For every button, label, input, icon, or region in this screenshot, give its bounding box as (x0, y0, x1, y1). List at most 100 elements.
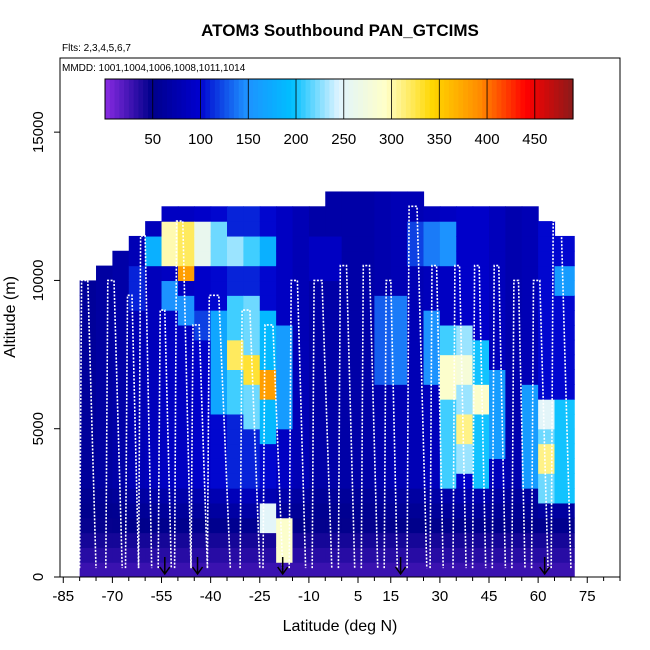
heatmap-cell (292, 443, 310, 459)
colorbar-segment (353, 79, 359, 119)
heatmap-cell (161, 265, 179, 282)
heatmap-cell (128, 250, 146, 267)
heatmap-cell (227, 562, 244, 577)
heatmap-cell (210, 295, 228, 311)
heatmap-cell (128, 324, 146, 341)
colorbar-segment (568, 79, 574, 119)
heatmap-cell (210, 517, 228, 534)
heatmap-cell (145, 250, 163, 267)
heatmap-cell (145, 547, 163, 563)
heatmap-cell (259, 473, 277, 489)
heatmap-cell (308, 295, 326, 311)
heatmap-cell (259, 280, 277, 296)
heatmap-cell (325, 547, 343, 563)
heatmap-cell (177, 310, 195, 326)
heatmap-cell (325, 280, 343, 296)
heatmap-cell (505, 250, 523, 267)
heatmap-cell (177, 443, 195, 459)
heatmap-cell (472, 413, 490, 430)
heatmap-cell (374, 458, 392, 474)
heatmap-cell (243, 206, 261, 222)
heatmap-cell (390, 428, 408, 445)
colorbar-segment (405, 79, 412, 119)
heatmap-cell (96, 562, 113, 577)
heatmap-cell (538, 235, 556, 252)
flight-profile-line (471, 264, 487, 569)
heatmap-cell (505, 280, 523, 296)
heatmap-cell (390, 532, 408, 548)
plot-frame (59, 57, 621, 578)
heatmap-cell (505, 413, 523, 430)
heatmap-cell (439, 384, 457, 400)
heatmap-cell (472, 265, 490, 282)
heatmap-cell (472, 221, 490, 237)
heatmap-cell (439, 369, 457, 385)
heatmap-cell (112, 413, 130, 430)
heatmap-cell (374, 547, 392, 563)
heatmap-cell (341, 473, 359, 489)
heatmap-cell (374, 280, 392, 296)
heatmap-cell (341, 265, 359, 282)
heatmap-cell (292, 280, 310, 296)
heatmap-cell (358, 265, 375, 282)
heatmap-cell (505, 488, 523, 504)
heatmap-cell (456, 428, 474, 445)
heatmap-cell (145, 562, 163, 577)
heatmap-cell (521, 235, 539, 252)
colorbar-segment (272, 79, 278, 119)
colorbar-segment (544, 79, 550, 119)
heatmap-cell (423, 221, 441, 237)
heatmap-cell (358, 532, 375, 548)
heatmap-cell (292, 310, 310, 326)
heatmap-cell (341, 532, 359, 548)
heatmap-cell (308, 280, 326, 296)
colorbar-segment (496, 79, 502, 119)
colorbar-segment (205, 79, 211, 119)
colorbar-segment (286, 79, 292, 119)
colorbar-tick-label: 100 (188, 131, 213, 148)
heatmap-cell (538, 428, 556, 445)
colorbar-segment (324, 79, 331, 119)
heatmap-cell (407, 324, 425, 341)
heatmap-cell (227, 413, 244, 430)
x-axis-label: Latitude (deg N) (283, 618, 398, 635)
heatmap-cell (128, 443, 146, 459)
heatmap-cell (325, 473, 343, 489)
heatmap-cell (325, 339, 343, 356)
heatmap-cell (128, 235, 146, 252)
colorbar-segment (300, 79, 307, 119)
heatmap-cell (128, 413, 146, 430)
heatmap-cell (390, 235, 408, 252)
heatmap-cell (161, 443, 179, 459)
colorbar-segment (510, 79, 517, 119)
flight-profile-line (452, 264, 467, 569)
heatmap-cell (96, 310, 113, 326)
heatmap-cell (276, 235, 294, 252)
heatmap-cell (194, 235, 212, 252)
heatmap-cell (128, 502, 146, 519)
heatmap-cell (96, 443, 113, 459)
heatmap-cell (259, 206, 277, 222)
heatmap-cell (276, 250, 294, 267)
heatmap-cell (194, 399, 212, 415)
heatmap-cell (276, 413, 294, 430)
colorbar-segment (224, 79, 230, 119)
heatmap-cell (128, 458, 146, 474)
heatmap-cell (96, 324, 113, 341)
heatmap-cell (489, 413, 506, 430)
heatmap-cell (374, 532, 392, 548)
heatmap-cell (243, 250, 261, 267)
heatmap-cell (554, 532, 575, 548)
heatmap-cell (456, 458, 474, 474)
heatmap-cell (505, 428, 523, 445)
heatmap-cell (79, 354, 97, 370)
heatmap-cell (161, 399, 179, 415)
heatmap-cell (96, 265, 113, 282)
colorbar-segment (105, 79, 111, 119)
y-axis: 0 5000 10000 15000 (30, 111, 60, 581)
colorbar-segment (358, 79, 364, 119)
heatmap-cell (227, 473, 244, 489)
heatmap-cell (96, 339, 113, 356)
heatmap-layer (79, 191, 575, 577)
heatmap-cell (177, 384, 195, 400)
